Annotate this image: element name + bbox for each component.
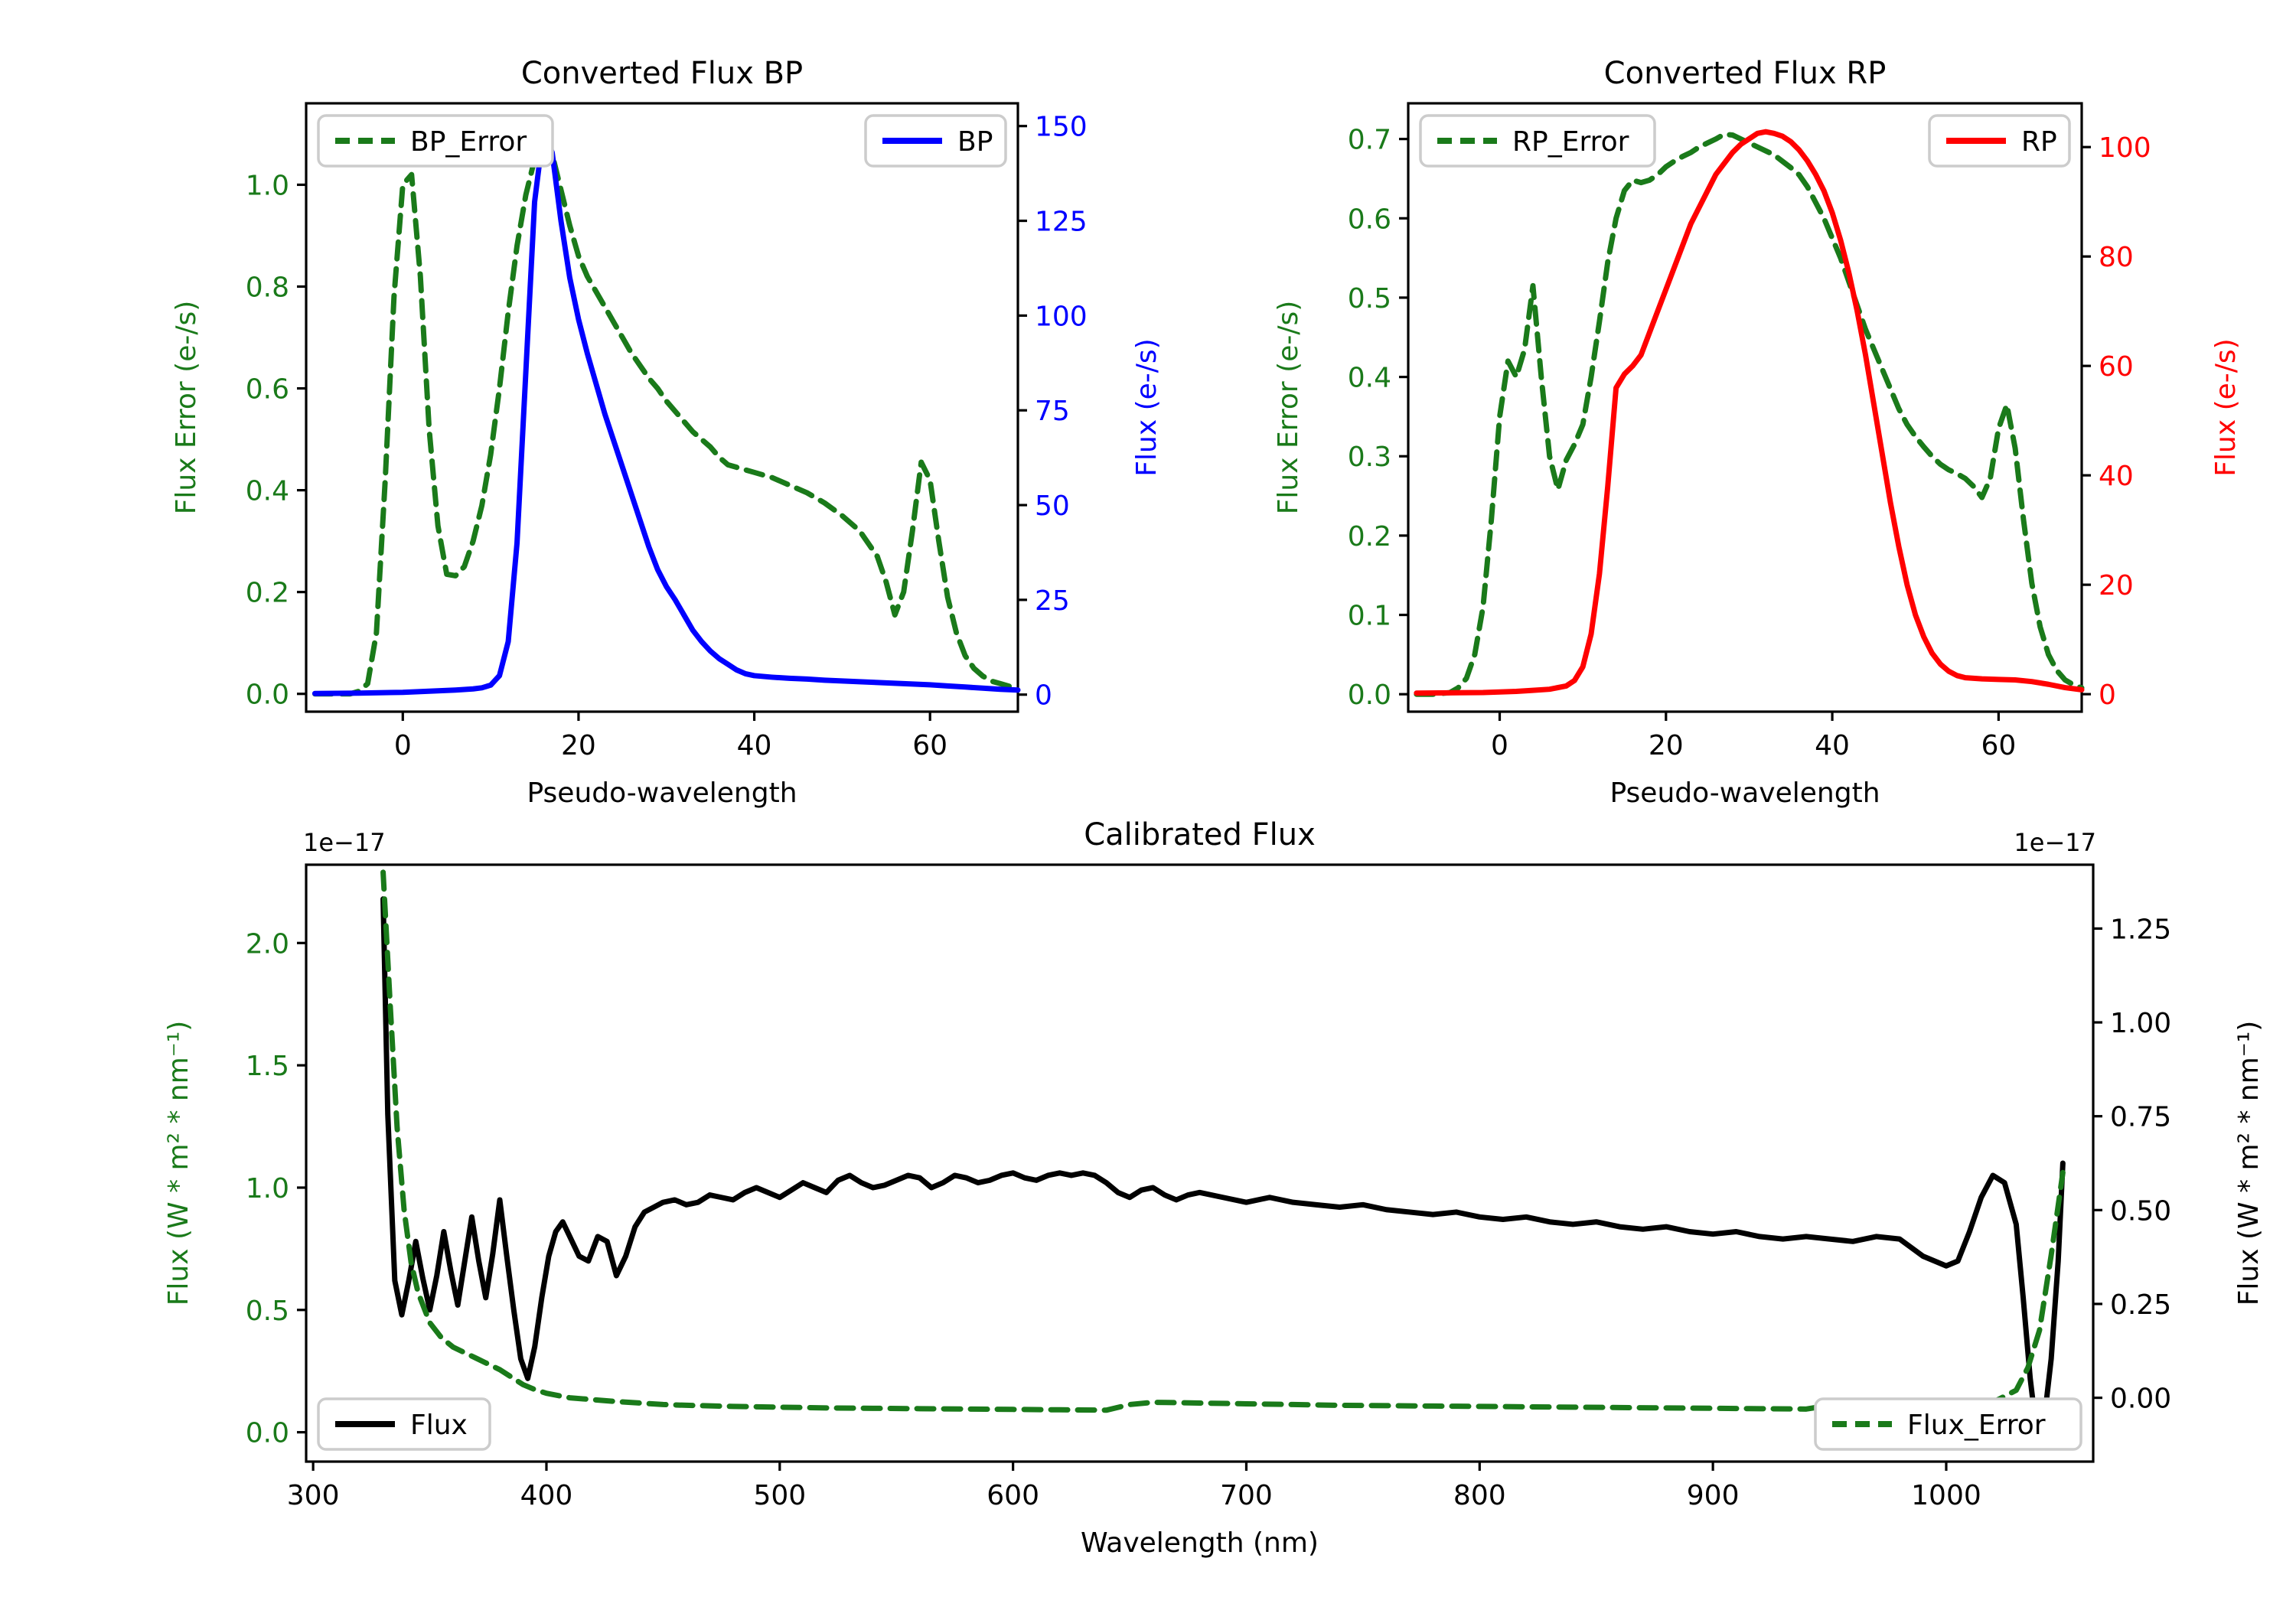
right-y-tick-label: 0.75 — [2110, 1102, 2171, 1133]
right-y-tick-label: 0 — [1035, 680, 1052, 712]
left-y-tick-label: 0.0 — [1348, 680, 1391, 711]
chart-title: Converted Flux RP — [1604, 56, 1887, 91]
plot-frame — [1407, 102, 2083, 713]
legend-box — [1419, 114, 1656, 168]
legend-right[interactable]: Flux_Error — [1814, 1397, 2082, 1451]
chart-title: Converted Flux BP — [521, 56, 803, 91]
series-bp — [311, 129, 1021, 696]
x-tick-label: 60 — [912, 730, 947, 761]
left-y-tick-label: 0.6 — [246, 374, 289, 406]
x-tick-label: 40 — [737, 730, 772, 761]
left-y-tick-label: 0.2 — [1348, 521, 1391, 553]
series-flux-error — [380, 869, 2066, 1413]
plot-frame — [305, 863, 2095, 1463]
x-tick-label: 40 — [1815, 730, 1850, 761]
chart-title: Calibrated Flux — [1084, 817, 1316, 852]
series-bp-error — [311, 141, 1021, 697]
left-offset-exponent: 1e−17 — [303, 828, 386, 857]
x-tick-label: 1000 — [1911, 1480, 1981, 1511]
panel-converted-flux-rp: Converted Flux RP 0 20 40 60 Pseudo-wavelengt… — [1102, 46, 2296, 826]
legend-label: BP — [957, 126, 993, 158]
x-tick-label: 20 — [561, 730, 596, 761]
series-rp-error — [1414, 131, 2085, 697]
left-y-tick-label: 0.5 — [1348, 283, 1391, 315]
x-axis-label: Pseudo-wavelength — [527, 777, 797, 809]
legend-label: Flux_Error — [1907, 1410, 2046, 1441]
x-tick-label: 0 — [1491, 730, 1508, 761]
legend-box — [317, 1397, 491, 1451]
right-y-tick-label: 0.25 — [2110, 1289, 2171, 1321]
legend-left[interactable]: BP_Error — [317, 114, 554, 168]
legend-right[interactable]: RP — [1928, 114, 2071, 168]
x-tick-label: 600 — [987, 1480, 1039, 1511]
left-y-tick-label: 0.1 — [1348, 601, 1391, 632]
plot-frame — [305, 102, 1019, 713]
x-tick-label: 0 — [394, 730, 412, 761]
right-y-tick-label: 0 — [2099, 680, 2116, 711]
legend-box — [317, 114, 554, 168]
left-y-tick-label: 0.3 — [1348, 442, 1391, 473]
right-offset-exponent: 1e−17 — [2014, 828, 2096, 857]
x-tick-label: 500 — [753, 1480, 806, 1511]
right-y-tick-label: 125 — [1035, 207, 1088, 238]
right-y-tick-label: 75 — [1035, 396, 1070, 427]
right-y-tick-label: 0.00 — [2110, 1384, 2171, 1415]
left-y-tick-label: 2.0 — [246, 928, 289, 960]
legend-label: RP_Error — [1512, 126, 1629, 158]
legend-box — [1814, 1397, 2082, 1451]
left-y-axis-label: Flux (W * m² * nm⁻¹) — [163, 1021, 194, 1306]
x-tick-label: 800 — [1453, 1480, 1506, 1511]
right-y-tick-label: 80 — [2099, 242, 2134, 273]
left-y-tick-label: 1.0 — [246, 1173, 289, 1204]
x-tick-label: 20 — [1649, 730, 1684, 761]
right-y-tick-label: 100 — [1035, 301, 1088, 332]
legend-left[interactable]: RP_Error — [1419, 114, 1656, 168]
right-y-tick-label: 0.50 — [2110, 1195, 2171, 1227]
panel-calibrated-flux: Calibrated Flux 1e−17 1e−17 300 400 500 600 700… — [0, 811, 2296, 1607]
x-axis-label: Pseudo-wavelength — [1609, 777, 1880, 809]
panel-converted-flux-bp: Converted Flux BP 0 20 40 60 Pseudo-wavelengt… — [0, 46, 1194, 826]
right-y-axis-label: Flux (W * m² * nm⁻¹) — [2233, 1021, 2265, 1306]
left-y-axis-label: Flux Error (e-/s) — [1273, 301, 1304, 515]
right-y-tick-label: 25 — [1035, 585, 1070, 617]
series-flux — [380, 896, 2066, 1440]
left-y-tick-label: 0.4 — [246, 476, 289, 507]
right-y-tick-label: 60 — [2099, 351, 2134, 383]
left-y-tick-label: 0.4 — [1348, 363, 1391, 394]
right-y-axis-label: Flux (e-/s) — [2210, 338, 2242, 476]
left-y-tick-label: 0.2 — [246, 578, 289, 609]
legend-label: Flux — [410, 1410, 468, 1441]
x-tick-label: 400 — [520, 1480, 573, 1511]
left-y-tick-label: 0.5 — [246, 1296, 289, 1327]
x-tick-label: 700 — [1220, 1480, 1273, 1511]
x-tick-label: 60 — [1981, 730, 2016, 761]
left-y-tick-label: 1.5 — [246, 1051, 289, 1082]
left-y-tick-label: 0.8 — [246, 272, 289, 303]
left-y-tick-label: 0.7 — [1348, 125, 1391, 156]
right-y-axis-label: Flux (e-/s) — [1131, 338, 1163, 476]
x-tick-label: 900 — [1687, 1480, 1740, 1511]
right-y-tick-label: 40 — [2099, 461, 2134, 492]
left-y-tick-label: 0.6 — [1348, 204, 1391, 235]
left-y-tick-label: 0.0 — [246, 1418, 289, 1449]
left-y-axis-label: Flux Error (e-/s) — [171, 301, 202, 515]
right-y-tick-label: 50 — [1035, 491, 1070, 522]
right-y-tick-label: 1.25 — [2110, 914, 2171, 945]
x-axis-label: Wavelength (nm) — [1081, 1527, 1319, 1559]
right-y-tick-label: 1.00 — [2110, 1008, 2171, 1039]
x-tick-label: 300 — [287, 1480, 340, 1511]
right-y-tick-label: 150 — [1035, 112, 1088, 143]
left-y-tick-label: 1.0 — [246, 170, 289, 201]
left-y-tick-label: 0.0 — [246, 680, 289, 711]
right-y-tick-label: 100 — [2099, 132, 2151, 164]
legend-right[interactable]: BP — [864, 114, 1007, 168]
legend-label: RP — [2021, 126, 2057, 158]
right-y-tick-label: 20 — [2099, 570, 2134, 601]
legend-label: BP_Error — [410, 126, 527, 158]
legend-left[interactable]: Flux — [317, 1397, 491, 1451]
series-rp — [1414, 129, 2085, 696]
